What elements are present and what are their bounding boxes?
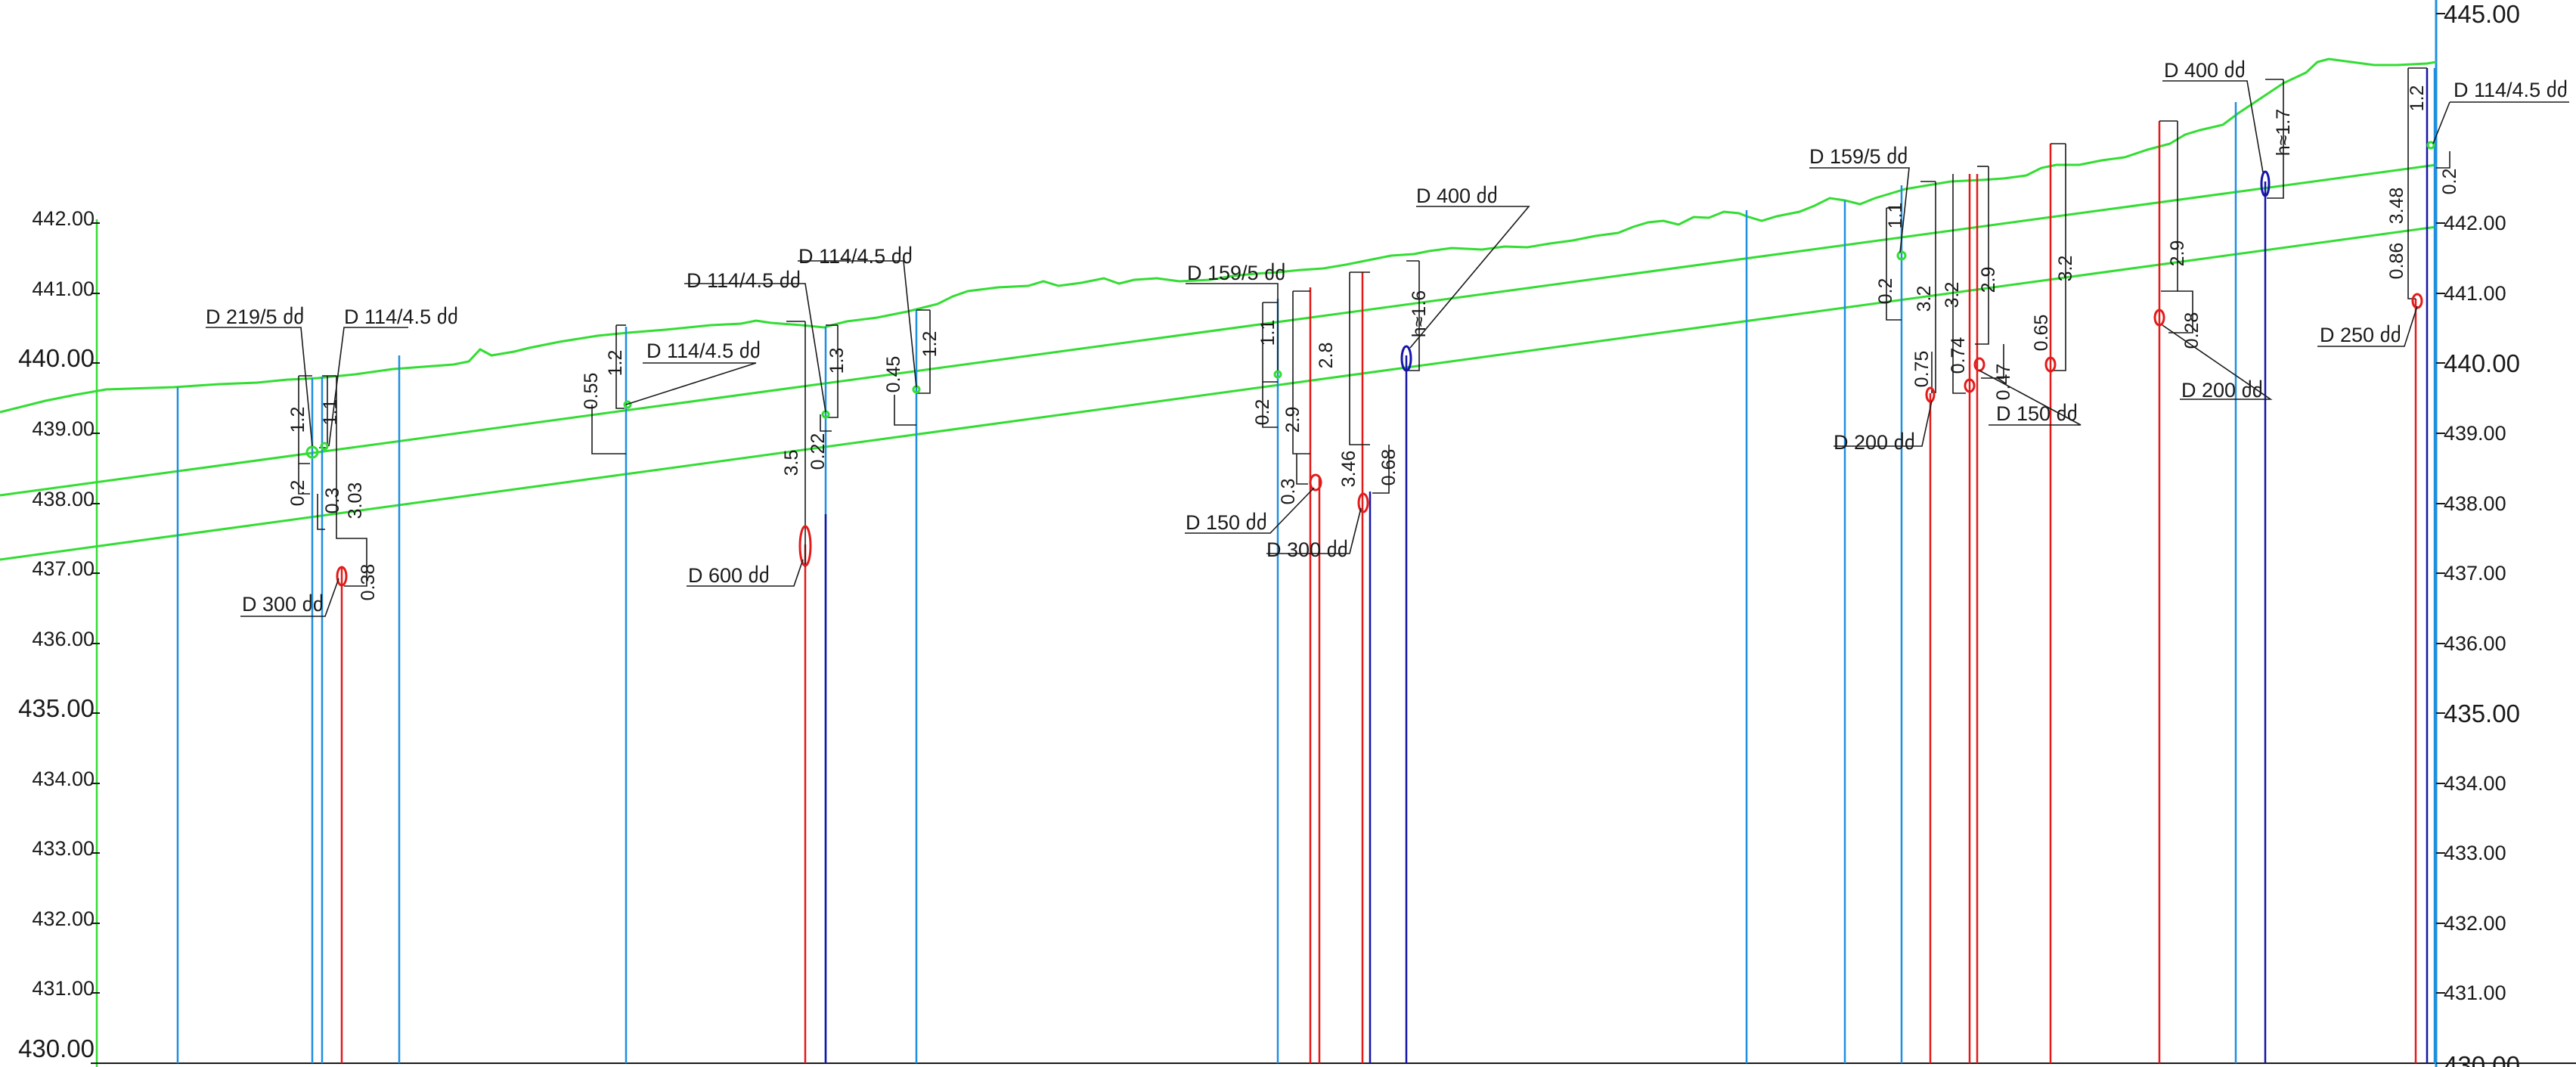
elev-label: 438.00: [2444, 492, 2506, 515]
pipe-label: D 250 ძძ: [2320, 324, 2401, 346]
elev-label: 439.00: [32, 417, 95, 440]
depth-value: 3.2: [2055, 256, 2076, 282]
depth-value: 0.75: [1911, 351, 1933, 388]
depth-value: 0.2: [1875, 278, 1896, 305]
depth-value: 0.47: [1993, 364, 2014, 401]
depth-value: 0.74: [1948, 337, 1969, 374]
depth-value: 0.3: [1278, 479, 1299, 505]
depth-value: 0.45: [883, 356, 904, 393]
depth-value: 2.9: [1978, 267, 1999, 293]
left-ticks: [91, 222, 100, 1064]
water-pipe-lines: [176, 68, 2436, 1063]
depth-value: 0.2: [1252, 399, 1273, 426]
elev-label: 442.00: [2444, 212, 2506, 234]
elev-label: 441.00: [2444, 282, 2506, 305]
design-lines: [0, 163, 2437, 561]
depth-value: 3.5: [781, 450, 802, 476]
depth-value: 1.1: [320, 399, 341, 426]
elev-label: 434.00: [2444, 772, 2506, 795]
right-ticks: [2436, 13, 2445, 1064]
pipe-label: D 159/5 ძძ: [1187, 262, 1285, 284]
elev-label: 434.00: [32, 768, 95, 790]
pipe-label: D 600 ძძ: [688, 564, 770, 587]
pipe-label: D 300 ძძ: [1266, 538, 1348, 561]
pipe-labels: D 219/5 ძძ D 114/4.5 ძძ D 300 ძძ D 114/4…: [206, 59, 2568, 616]
elev-label: 431.00: [32, 977, 95, 1000]
pipe-label: D 300 ძძ: [242, 593, 324, 616]
depth-value: 1.1: [1885, 203, 1906, 229]
depth-values: 1.2 1.1 0.2 0.3 3.03 0.38 0.55 1.2 3.5 0…: [287, 85, 2460, 601]
depth-value: 3.2: [1914, 286, 1935, 312]
depth-value: 1.2: [605, 350, 626, 377]
depth-value: 0.2: [2439, 169, 2460, 195]
pipe-label: D 159/5 ძძ: [1809, 145, 1908, 168]
pipe-label: D 200 ძძ: [2181, 379, 2263, 402]
depth-value: 1.2: [919, 331, 941, 358]
sewer-lines: [340, 121, 2417, 1063]
depth-value: 0.86: [2386, 243, 2407, 280]
depth-value: 0.28: [2181, 312, 2202, 349]
pipe-label: D 114/4.5 ძძ: [646, 340, 761, 362]
depth-value: 1.1: [1257, 320, 1279, 346]
elev-label: 430.00: [2444, 1051, 2520, 1067]
right-axis-labels: 430.00 431.00 432.00 433.00 434.00 435.0…: [2444, 0, 2520, 1067]
pipe-label: D 114/4.5 ძძ: [2454, 79, 2568, 101]
depth-value: 0.68: [1378, 449, 1400, 486]
elev-label: 445.00: [2444, 0, 2520, 28]
pipe-label: D 400 ძძ: [1416, 185, 1498, 207]
depth-value: h≈1.6: [1409, 290, 1430, 337]
elev-label: 431.00: [2444, 982, 2506, 1004]
elev-label: 442.00: [32, 207, 95, 230]
elev-label: 435.00: [18, 694, 95, 722]
depth-value: 3.46: [1338, 451, 1359, 488]
dimension-lines: [298, 67, 2450, 587]
pipe-label: D 114/4.5 ძძ: [798, 245, 913, 268]
elev-label: 433.00: [2444, 842, 2506, 864]
pipe-label: D 150 ძძ: [1996, 402, 2078, 425]
pipe-label: D 200 ძძ: [1834, 431, 1915, 454]
elev-label: 433.00: [32, 837, 95, 860]
elev-label: 430.00: [18, 1034, 95, 1062]
depth-value: 1.2: [287, 407, 308, 433]
pipe-label: D 150 ძძ: [1186, 511, 1267, 534]
depth-value: 3.03: [345, 482, 366, 520]
pipe-label: D 219/5 ძძ: [206, 306, 304, 328]
elev-label: 436.00: [32, 628, 95, 650]
depth-value: 0.3: [322, 488, 343, 514]
depth-value: 0.2: [287, 480, 308, 507]
elev-label: 438.00: [32, 488, 95, 510]
elev-label: 440.00: [2444, 349, 2520, 377]
depth-value: 0.22: [808, 433, 829, 470]
depth-value: 0.65: [2031, 315, 2052, 352]
elev-label: 432.00: [2444, 912, 2506, 935]
ground-surface: [0, 57, 2437, 414]
pipe-label: D 114/4.5 ძძ: [344, 306, 458, 328]
depth-value: h≈1.7: [2273, 109, 2294, 156]
elev-label: 437.00: [32, 557, 95, 580]
elev-label: 441.00: [32, 278, 95, 300]
pipe-label: D 400 ძძ: [2164, 59, 2246, 82]
leader-lines: [206, 80, 2569, 617]
depth-value: 2.8: [1316, 343, 1337, 369]
depth-value: 0.38: [358, 564, 379, 601]
pipe-label: D 114/4.5 ძძ: [687, 269, 801, 292]
depth-value: 3.2: [1942, 282, 1963, 309]
depth-value: 1.2: [2407, 85, 2428, 112]
pressure-pipe-lines: [824, 68, 2429, 1063]
elev-label: 439.00: [2444, 422, 2506, 445]
depth-value: 0.55: [581, 373, 602, 410]
depth-value: 1.3: [826, 348, 848, 374]
elev-label: 436.00: [2444, 632, 2506, 655]
elev-label: 432.00: [32, 907, 95, 930]
elev-label: 440.00: [18, 344, 95, 372]
depth-value: 3.48: [2386, 188, 2407, 225]
elev-label: 437.00: [2444, 562, 2506, 585]
elev-label: 435.00: [2444, 699, 2520, 727]
depth-value: 2.9: [1282, 407, 1303, 433]
depth-value: 2.9: [2167, 240, 2188, 267]
left-axis-labels: 430.00 431.00 432.00 433.00 434.00 435.0…: [18, 207, 95, 1062]
